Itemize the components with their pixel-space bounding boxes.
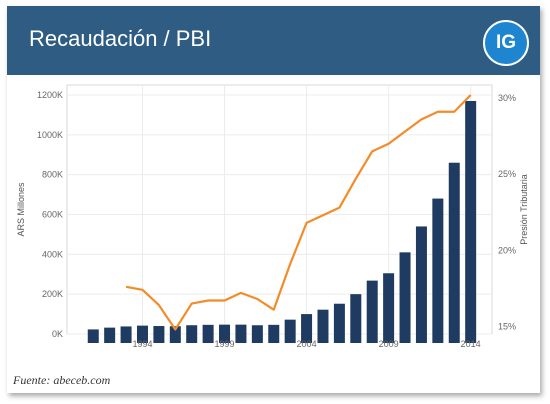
bar	[169, 326, 181, 343]
y-left-axis-label: ARS Millones	[16, 182, 26, 237]
chart-area: 0K 200K 400K 600K 800K 1000K 1200K 1994 1999 2004…	[16, 84, 529, 349]
y-left-tick-label: 1200K	[37, 90, 63, 100]
bar	[317, 309, 329, 343]
source-note: Fuente: abeceb.com	[13, 373, 111, 387]
bar	[415, 226, 427, 343]
header-bar: Recaudación / PBI IG	[7, 6, 540, 75]
chart-card: Recaudación / PBI IG 0K 200K 400K 600K 800K 1…	[7, 6, 540, 393]
x-tick-label: 2004	[297, 339, 317, 349]
labels-layer: 0K 200K 400K 600K 800K 1000K 1200K 1994 1999 2004…	[16, 90, 529, 349]
series-line	[125, 94, 472, 331]
bar	[432, 198, 444, 343]
y-right-tick-label: 15%	[498, 321, 516, 331]
bar	[104, 327, 116, 343]
y-right-tick-label: 20%	[498, 245, 516, 255]
bar	[186, 325, 198, 343]
chart-title: Recaudación / PBI	[29, 26, 212, 51]
y-left-tick-label: 400K	[42, 249, 63, 259]
x-tick-label: 2014	[461, 339, 481, 349]
bar	[153, 326, 165, 343]
bar	[251, 325, 263, 343]
bar	[120, 326, 132, 343]
bar	[383, 273, 395, 343]
line-layer	[125, 94, 472, 331]
bar	[268, 324, 280, 343]
bar	[301, 314, 313, 343]
bar	[333, 303, 345, 343]
x-tick-label: 1994	[132, 339, 152, 349]
y-left-tick-label: 1000K	[37, 130, 63, 140]
y-left-tick-label: 0K	[52, 329, 63, 339]
bar	[448, 162, 460, 343]
bar	[202, 324, 214, 343]
x-tick-label: 1999	[215, 339, 235, 349]
bar	[87, 329, 99, 343]
bar	[136, 325, 148, 343]
brand-logo: IG	[483, 20, 529, 66]
bar	[284, 319, 296, 343]
y-right-axis-label: Presión Tributaria	[519, 174, 529, 245]
bar	[366, 280, 378, 343]
bar	[235, 324, 247, 343]
y-left-tick-label: 600K	[42, 210, 63, 220]
y-right-tick-label: 25%	[498, 169, 516, 179]
y-right-tick-label: 30%	[498, 93, 516, 103]
bar	[219, 324, 231, 343]
x-tick-label: 2009	[379, 339, 399, 349]
bar	[465, 100, 477, 343]
y-left-tick-label: 800K	[42, 170, 63, 180]
bars-layer	[87, 100, 477, 343]
y-left-tick-label: 200K	[42, 289, 63, 299]
bar	[399, 252, 411, 343]
bar	[350, 294, 362, 343]
